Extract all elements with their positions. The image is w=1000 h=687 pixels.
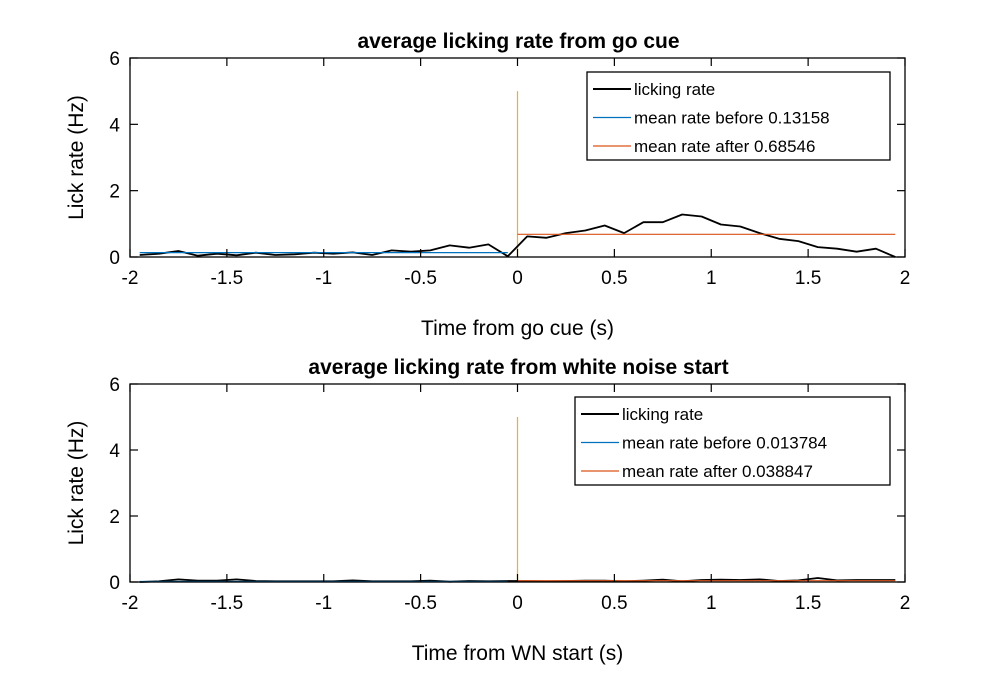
x-tick-label: 2: [900, 268, 911, 289]
x-tick-label: 2: [900, 593, 911, 614]
x-tick-label: -2: [122, 593, 139, 614]
x-tick-label: -1: [315, 268, 332, 289]
x-tick-label: -2: [122, 268, 139, 289]
y-axis-label: Lick rate (Hz): [65, 421, 88, 546]
x-tick-label: -0.5: [404, 593, 437, 614]
legend-box: [586, 71, 891, 161]
x-tick-label: 0.5: [601, 268, 627, 289]
x-tick-label: 0.5: [601, 593, 627, 614]
y-tick-label: 2: [109, 507, 120, 528]
legend-entry: mean rate after 0.038847: [622, 462, 813, 481]
y-tick-label: 0: [109, 248, 120, 269]
chart-title: average licking rate from white noise st…: [308, 356, 728, 379]
axes-go-cue: licking rate mean rate before 0.13158 mean…: [65, 30, 910, 340]
y-tick-label: 0: [109, 573, 120, 594]
legend-entry: licking rate: [634, 80, 715, 99]
y-axis-label: Lick rate (Hz): [65, 95, 88, 220]
x-tick-label: 1.5: [795, 593, 821, 614]
legend-entry: mean rate before 0.013784: [622, 434, 827, 453]
chart-title: average licking rate from go cue: [357, 30, 679, 53]
x-tick-label: -1.5: [211, 268, 244, 289]
y-tick-label: 4: [109, 441, 120, 462]
legend-entry: mean rate before 0.13158: [634, 109, 830, 128]
x-tick-label: 0: [512, 593, 523, 614]
x-tick-label: 0: [512, 268, 523, 289]
legend-box: [574, 396, 891, 486]
legend-entry: licking rate: [622, 405, 703, 424]
x-tick-label: -1: [315, 593, 332, 614]
ticks: -2 -1.5 -1 -0.5 0 0.5 1 1.5 2 0 2 4 6: [109, 375, 910, 614]
ticks: -2 -1.5 -1 -0.5 0 0.5 1 1.5 2 0 2 4 6: [109, 49, 910, 289]
x-axis-label: Time from go cue (s): [421, 317, 614, 340]
x-tick-label: 1.5: [795, 268, 821, 289]
legend: licking rate mean rate before 0.13158 mean…: [586, 71, 891, 161]
y-tick-label: 2: [109, 182, 120, 203]
x-tick-label: 1: [706, 593, 717, 614]
licking-rate-line: [139, 213, 896, 258]
x-tick-label: -0.5: [404, 268, 437, 289]
legend-entry: mean rate after 0.68546: [634, 137, 815, 156]
axes-white-noise: licking rate mean rate before 0.013784 mea…: [65, 356, 910, 665]
y-tick-label: 4: [109, 115, 120, 136]
x-tick-label: 1: [706, 268, 717, 289]
x-tick-label: -1.5: [211, 593, 244, 614]
legend: licking rate mean rate before 0.013784 mea…: [574, 396, 891, 486]
y-tick-label: 6: [109, 375, 120, 396]
y-tick-label: 6: [109, 49, 120, 70]
x-axis-label: Time from WN start (s): [412, 642, 624, 665]
